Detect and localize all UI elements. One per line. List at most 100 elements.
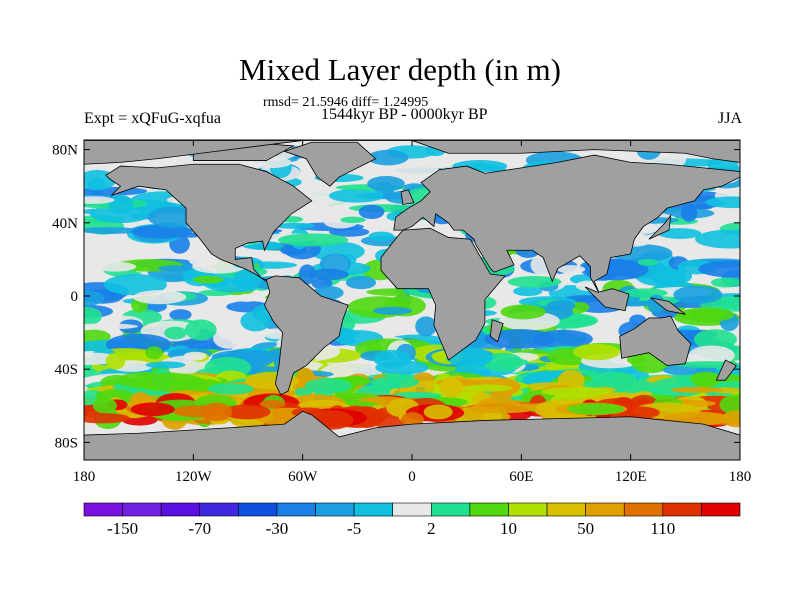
y-tick-label: 40S xyxy=(55,362,78,378)
mld-patch xyxy=(133,290,187,305)
mld-patch xyxy=(259,399,286,409)
x-tick-label: 180 xyxy=(729,469,752,485)
mld-patch xyxy=(84,196,115,204)
axes: 80N 40N 0 40S 80S 180 120W 60W 0 60E 120E 180 xyxy=(52,140,751,485)
colorbar-box xyxy=(662,502,702,517)
mld-patch xyxy=(694,203,714,210)
mld-patch xyxy=(345,275,377,290)
mld-patch xyxy=(133,372,205,392)
mld-patch xyxy=(719,394,740,416)
mld-patch xyxy=(507,276,562,288)
colorbar-box xyxy=(199,502,239,517)
landmass-new-zealand xyxy=(715,359,737,381)
mld-patch xyxy=(710,277,740,288)
mld-patch xyxy=(309,268,349,281)
experiment-label: Expt = xQFuG-xqfua xyxy=(84,110,222,127)
mld-patch xyxy=(103,274,167,296)
colorbar-box xyxy=(238,502,278,517)
mld-patch xyxy=(358,204,385,220)
mld-patch xyxy=(705,196,740,209)
mld-patch xyxy=(367,149,409,166)
mld-patch xyxy=(193,275,224,284)
mld-patch xyxy=(693,329,737,350)
mld-patch xyxy=(84,413,131,424)
mld-patch xyxy=(395,162,440,179)
season-label: JJA xyxy=(717,110,742,127)
x-tick-label: 180 xyxy=(73,469,96,485)
mld-patch xyxy=(590,371,637,386)
colorbar-box xyxy=(276,502,316,517)
stats-line: rmsd= 21.5946 diff= 1.24995 xyxy=(263,95,429,110)
mld-patch xyxy=(277,233,349,247)
mld-patch xyxy=(207,383,254,395)
colorbar-box xyxy=(430,502,471,517)
mld-patch xyxy=(460,384,513,392)
mld-patch xyxy=(274,222,315,229)
mld-patch xyxy=(541,387,611,397)
mld-patch xyxy=(567,403,625,415)
colorbar-label: -5 xyxy=(347,519,361,538)
landmass-arctic-ice xyxy=(84,140,740,165)
mld-patch xyxy=(236,293,257,302)
mld-patch xyxy=(298,264,316,285)
mld-patch xyxy=(84,290,105,306)
colorbar-box xyxy=(546,502,586,517)
landmass-eurasia xyxy=(393,154,740,295)
colorbar-box xyxy=(701,502,741,517)
landmass-antarctica xyxy=(84,410,740,460)
landmass-south-america xyxy=(263,275,349,396)
mld-patch xyxy=(698,260,740,278)
mld-patch xyxy=(401,412,424,427)
colorbar-box xyxy=(160,502,201,517)
mld-patch xyxy=(84,227,141,234)
landmass-madagascar xyxy=(489,319,504,343)
y-tick-label: 0 xyxy=(71,289,79,305)
landmass-north-america xyxy=(105,163,313,282)
mld-patch xyxy=(368,231,394,241)
colorbar-box xyxy=(122,502,162,517)
mld-patch xyxy=(670,386,723,394)
colorbar-label: -30 xyxy=(266,519,289,538)
mld-patch xyxy=(484,329,555,349)
x-tick-label: 120E xyxy=(615,469,647,485)
x-tick-label: 60E xyxy=(509,469,533,485)
landmass-japan xyxy=(648,214,672,240)
mld-patch xyxy=(223,404,271,420)
mld-patch xyxy=(212,326,245,349)
mld-patch xyxy=(328,188,385,203)
mld-patch xyxy=(145,346,163,360)
landmass-africa xyxy=(380,227,506,361)
mld-patch xyxy=(500,304,546,320)
plot-title: Mixed Layer depth (in m) xyxy=(239,52,561,87)
mld-patch xyxy=(304,378,352,394)
y-tick-label: 80N xyxy=(52,143,78,159)
mld-patch xyxy=(169,309,192,321)
mld-patch xyxy=(423,404,453,420)
mld-patch xyxy=(490,392,513,400)
mld-patch xyxy=(557,265,586,274)
mld-patch xyxy=(635,265,693,287)
mld-patch xyxy=(372,306,413,315)
colorbar-box xyxy=(392,502,432,517)
colorbar-box xyxy=(353,502,394,517)
mld-patch xyxy=(92,261,137,272)
colorbar-box xyxy=(623,502,664,517)
mld-patch xyxy=(105,352,126,370)
colorbar-label: 2 xyxy=(427,519,436,538)
mld-patch xyxy=(546,300,576,312)
mld-patch xyxy=(310,241,365,262)
colorbar-label: -70 xyxy=(188,519,211,538)
mld-patch xyxy=(131,224,193,239)
mld-patch xyxy=(618,406,660,420)
mld-patch xyxy=(513,286,543,297)
mld-patch xyxy=(370,376,420,389)
mld-patch xyxy=(183,351,207,361)
mld-patch xyxy=(678,307,734,323)
mld-patch xyxy=(415,316,437,337)
mld-patch xyxy=(201,402,233,422)
mld-patch xyxy=(157,265,194,272)
mld-patch xyxy=(469,403,538,414)
mld-patch xyxy=(367,176,405,192)
mld-patch xyxy=(673,285,723,304)
colorbar-box xyxy=(585,502,625,517)
